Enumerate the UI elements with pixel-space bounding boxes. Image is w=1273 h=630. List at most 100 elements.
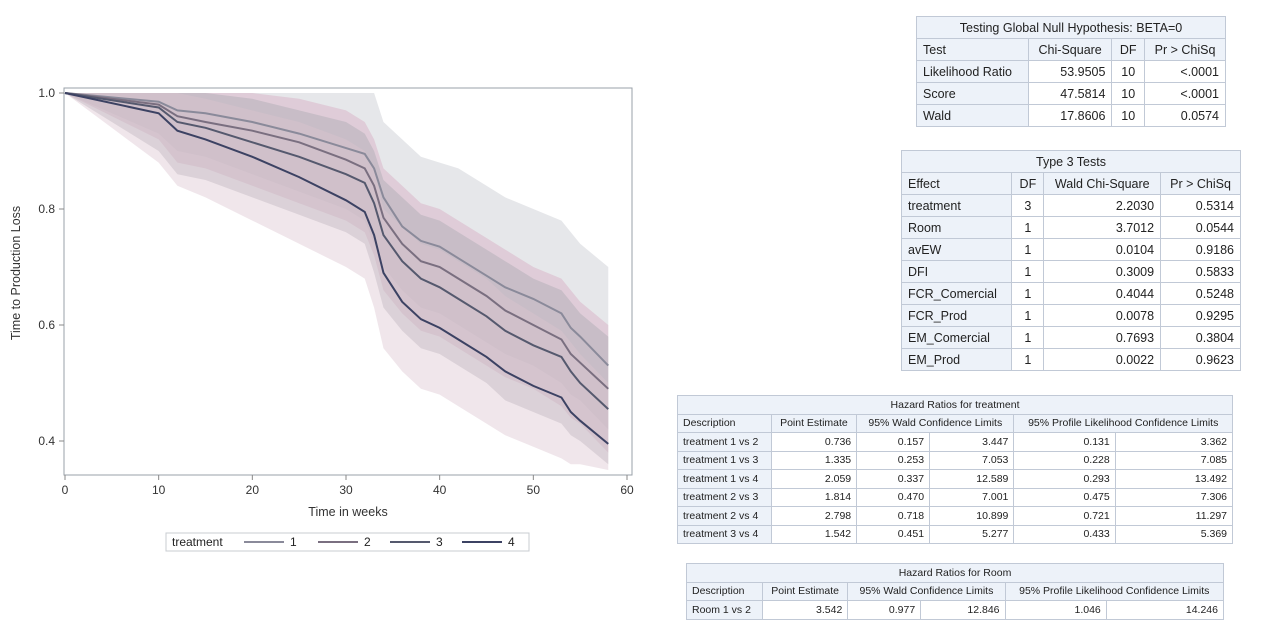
table-cell: 53.9505 — [1027, 60, 1113, 83]
table-cell: 0.718 — [856, 506, 931, 526]
table-cell: 10 — [1111, 104, 1146, 127]
table-cell: 10.899 — [929, 506, 1015, 526]
table-cell: 0.337 — [856, 469, 931, 489]
column-header: Pr > ChiSq — [1160, 172, 1241, 195]
row-header: FCR_Comercial — [900, 282, 1013, 305]
table-cell: 2.059 — [770, 469, 858, 489]
x-tick-label: 50 — [527, 483, 541, 497]
table-cell: 1 — [1011, 260, 1045, 283]
column-header: Point Estimate — [770, 413, 858, 433]
table-cell: 7.085 — [1114, 450, 1234, 470]
survival-curve-3 — [64, 92, 609, 410]
legend-title: treatment — [172, 535, 223, 549]
column-header: Point Estimate — [761, 581, 849, 601]
table-caption: Testing Global Null Hypothesis: BETA=0 — [916, 16, 1226, 39]
table-cell: 17.8606 — [1027, 104, 1113, 127]
table-cell: 0.9295 — [1160, 304, 1241, 327]
x-tick-label: 40 — [433, 483, 447, 497]
table-cell: 0.977 — [847, 600, 922, 620]
survival-curve-1 — [64, 92, 609, 367]
survival-curve-2 — [64, 92, 609, 390]
table-cell: 0.131 — [1013, 432, 1116, 452]
table-header-row: Description Point Estimate 95% Wald Conf… — [686, 581, 1225, 601]
x-axis-title: Time in weeks — [308, 505, 387, 519]
table-cell: 13.492 — [1114, 469, 1234, 489]
table-header-row: Test Chi-Square DF Pr > ChiSq — [916, 38, 1226, 61]
column-header: 95% Profile Likelihood Confidence Limits — [1013, 413, 1233, 433]
x-tick-label: 0 — [62, 483, 69, 497]
table-cell: 0.157 — [856, 432, 931, 452]
table-cell: 12.846 — [920, 600, 1006, 620]
table-cell: 1.814 — [770, 487, 858, 507]
hazard-ratios-room-table: Hazard Ratios for Room Description Point… — [686, 563, 1225, 620]
row-header: treatment 1 vs 2 — [677, 432, 772, 452]
row-header: Likelihood Ratio — [916, 60, 1029, 83]
table-cell: 10 — [1111, 60, 1146, 83]
table-row: treatment 2 vs 3 1.814 0.470 7.001 0.475… — [677, 487, 1234, 507]
table-row: Room 1 vs 2 3.542 0.977 12.846 1.046 14.… — [686, 600, 1225, 620]
table-cell: 7.001 — [929, 487, 1015, 507]
y-axis-title: Time to Production Loss — [9, 206, 23, 340]
confidence-bands — [65, 93, 609, 470]
y-tick-label: 1.0 — [38, 86, 55, 100]
column-header: DF — [1011, 172, 1045, 195]
table-cell: 1.046 — [1004, 600, 1107, 620]
table-caption: Hazard Ratios for treatment — [677, 395, 1233, 415]
legend: treatment 1 2 3 4 — [165, 532, 530, 552]
table-cell: 3 — [1011, 194, 1045, 217]
table-cell: 0.5833 — [1160, 260, 1241, 283]
table-cell: 47.5814 — [1027, 82, 1113, 105]
table-cell: 0.433 — [1013, 524, 1116, 544]
row-header: avEW — [900, 238, 1013, 261]
row-header: EM_Prod — [900, 348, 1013, 371]
legend-label-4: 4 — [508, 535, 515, 549]
y-tick-label: 0.6 — [38, 318, 55, 332]
table-cell: 0.0022 — [1043, 348, 1162, 371]
table-cell: 0.0544 — [1160, 216, 1241, 239]
table-cell: 0.3804 — [1160, 326, 1241, 349]
table-cell: 0.0104 — [1043, 238, 1162, 261]
table-cell: 1 — [1011, 238, 1045, 261]
table-row: Wald 17.8606 10 0.0574 — [916, 104, 1226, 127]
table-cell: 3.542 — [761, 600, 849, 620]
column-header: Pr > ChiSq — [1144, 38, 1226, 61]
table-cell: 1 — [1011, 348, 1045, 371]
table-cell: 3.7012 — [1043, 216, 1162, 239]
global-null-hypothesis-table: Testing Global Null Hypothesis: BETA=0 T… — [916, 16, 1226, 127]
table-header-row: Description Point Estimate 95% Wald Conf… — [677, 413, 1233, 433]
confidence-band-4 — [65, 93, 609, 470]
confidence-band-3 — [65, 93, 609, 465]
table-cell: 0.721 — [1013, 506, 1116, 526]
table-row: treatment 1 vs 2 0.736 0.157 3.447 0.131… — [677, 432, 1234, 452]
table-row: Likelihood Ratio 53.9505 10 <.0001 — [916, 60, 1226, 83]
table-cell: 0.9186 — [1160, 238, 1241, 261]
table-cell: 10 — [1111, 82, 1146, 105]
row-header: treatment 2 vs 4 — [677, 506, 772, 526]
table-cell: 0.470 — [856, 487, 931, 507]
table-row: FCR_Comercial 1 0.4044 0.5248 — [900, 282, 1241, 305]
row-header: treatment 1 vs 3 — [677, 450, 772, 470]
table-header-row: Effect DF Wald Chi-Square Pr > ChiSq — [900, 172, 1241, 195]
table-cell: 0.451 — [856, 524, 931, 544]
confidence-band-1 — [65, 93, 609, 430]
table-row: Room 1 3.7012 0.0544 — [900, 216, 1241, 239]
hazard-ratios-treatment-table: Hazard Ratios for treatment Description … — [677, 395, 1234, 544]
table-row: treatment 3 vs 4 1.542 0.451 5.277 0.433… — [677, 524, 1234, 544]
table-cell: 0.4044 — [1043, 282, 1162, 305]
table-caption: Hazard Ratios for Room — [686, 563, 1224, 583]
table-cell: 0.736 — [770, 432, 858, 452]
table-cell: 0.475 — [1013, 487, 1116, 507]
table-cell: 0.3009 — [1043, 260, 1162, 283]
table-cell: 1 — [1011, 326, 1045, 349]
table-row: treatment 1 vs 3 1.335 0.253 7.053 0.228… — [677, 450, 1234, 470]
x-axis: 0 10 20 30 40 50 60 — [62, 475, 634, 497]
table-cell: 0.0574 — [1144, 104, 1226, 127]
table-cell: 14.246 — [1105, 600, 1225, 620]
column-header: Description — [686, 581, 763, 601]
table-cell: 2.798 — [770, 506, 858, 526]
column-header: 95% Wald Confidence Limits — [847, 581, 1006, 601]
row-header: DFI — [900, 260, 1013, 283]
table-cell: 0.9623 — [1160, 348, 1241, 371]
table-row: Score 47.5814 10 <.0001 — [916, 82, 1226, 105]
table-cell: 0.7693 — [1043, 326, 1162, 349]
